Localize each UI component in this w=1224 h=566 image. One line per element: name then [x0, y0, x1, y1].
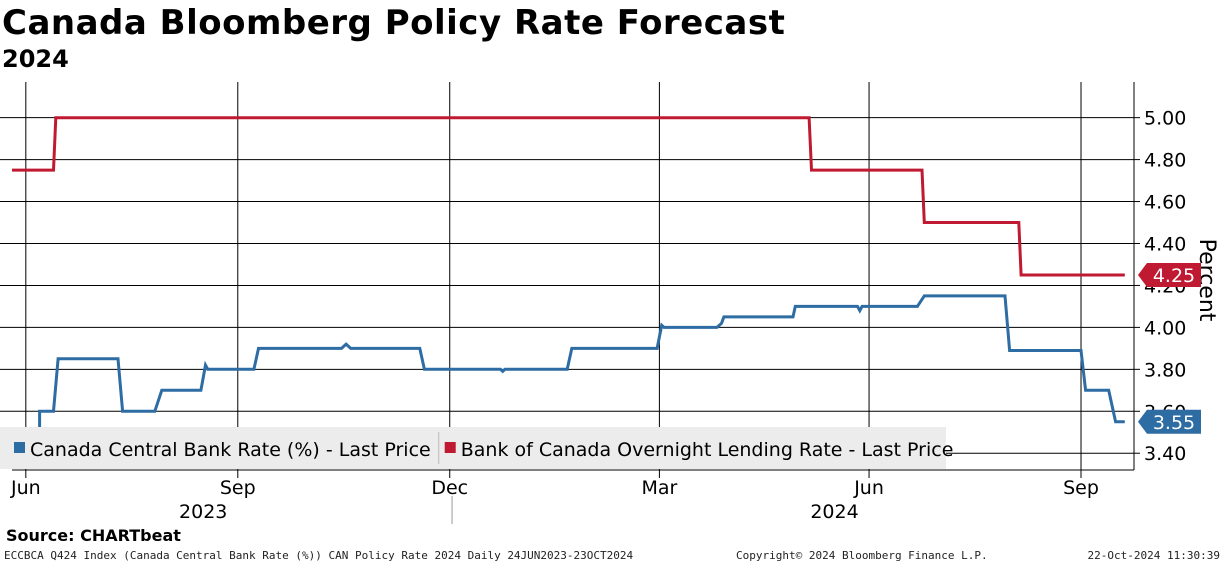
legend: Canada Central Bank Rate (%) - Last Pric… [0, 427, 953, 469]
series-line-1 [12, 294, 1125, 434]
last-value-label: 3.55 [1153, 412, 1195, 434]
y-tick-label: 3.80 [1144, 359, 1186, 381]
chart-title: Canada Bloomberg Policy Rate Forecast [2, 3, 786, 43]
year-label: 2023 [179, 501, 227, 523]
y-tick-label: 4.00 [1144, 317, 1186, 339]
grid-lines [0, 82, 1134, 470]
x-tick-label: Dec [431, 477, 468, 499]
x-tick-label: Jun [10, 477, 41, 499]
last-value-badge [1138, 262, 1201, 287]
chart-area: 3.403.603.804.004.204.404.604.805.00JunS… [0, 82, 1219, 524]
x-tick-label: Mar [641, 477, 677, 499]
x-tick-label: Jun [853, 477, 884, 499]
legend-background [0, 427, 946, 469]
last-value-label: 4.25 [1153, 265, 1195, 287]
source-note: Source: CHARTbeat [6, 526, 181, 545]
series-lines [12, 116, 1125, 434]
series-line-2 [12, 116, 1125, 277]
y-tick-label: 4.40 [1144, 233, 1186, 255]
legend-swatch [14, 442, 25, 453]
x-tick-label: Sep [220, 477, 256, 499]
footer-timestamp: 22-Oct-2024 11:30:39 [1087, 549, 1220, 562]
y-tick-label: 4.80 [1144, 150, 1186, 172]
footer-index-info: ECCBCA Q424 Index (Canada Central Bank R… [4, 549, 634, 562]
legend-label: Bank of Canada Overnight Lending Rate - … [461, 439, 954, 461]
footer-copyright: Copyright© 2024 Bloomberg Finance L.P. [736, 549, 988, 562]
chart-subtitle: 2024 [2, 45, 69, 73]
year-label: 2024 [810, 501, 858, 523]
last-value-badge [1138, 409, 1201, 434]
axes: 3.403.603.804.004.204.404.604.805.00JunS… [10, 82, 1219, 524]
y-tick-label: 5.00 [1144, 108, 1186, 130]
x-tick-label: Sep [1063, 477, 1099, 499]
y-tick-label: 4.60 [1144, 192, 1186, 214]
legend-label: Canada Central Bank Rate (%) - Last Pric… [30, 439, 431, 461]
legend-swatch [444, 442, 456, 453]
y-tick-label: 3.40 [1144, 443, 1186, 465]
